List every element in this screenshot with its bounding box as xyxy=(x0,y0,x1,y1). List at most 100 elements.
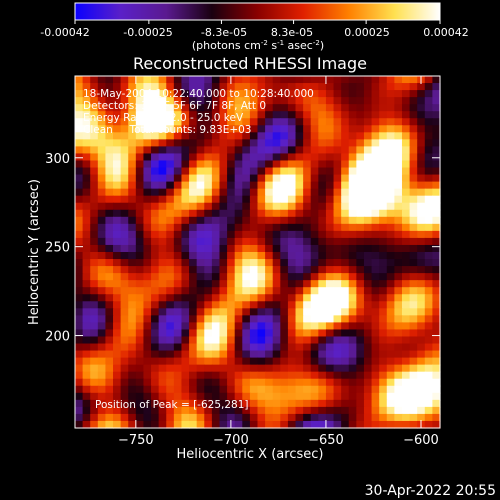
heatmap-cell xyxy=(409,118,418,126)
heatmap-cell xyxy=(219,287,228,295)
heatmap-cell xyxy=(242,90,251,98)
heatmap-cell xyxy=(227,139,236,147)
heatmap-cell xyxy=(173,392,183,401)
heatmap-cell xyxy=(113,132,122,140)
heatmap-cell xyxy=(401,132,411,140)
heatmap-cell xyxy=(417,329,426,338)
heatmap-cell xyxy=(386,280,395,288)
heatmap-cell xyxy=(189,76,198,84)
heatmap-cell xyxy=(257,111,266,119)
heatmap-cell xyxy=(348,202,357,211)
heatmap-cell xyxy=(265,83,274,91)
heatmap-cell xyxy=(318,399,327,408)
heatmap-cell xyxy=(82,308,91,316)
heatmap-cell xyxy=(401,202,411,211)
heatmap-cell xyxy=(143,413,152,422)
heatmap-cell xyxy=(318,308,327,316)
heatmap-cell xyxy=(189,392,198,401)
heatmap-cell xyxy=(97,104,107,112)
heatmap-cell xyxy=(325,350,335,359)
heatmap-cell xyxy=(158,315,167,323)
heatmap-cell xyxy=(151,195,160,204)
heatmap-cell xyxy=(82,399,91,408)
heatmap-cell xyxy=(394,230,403,239)
heatmap-cell xyxy=(242,364,251,373)
heatmap-cell xyxy=(97,385,107,394)
heatmap-cell xyxy=(295,90,304,98)
heatmap-cell xyxy=(341,76,350,84)
heatmap-cell xyxy=(265,118,274,126)
heatmap-cell xyxy=(257,336,266,345)
heatmap-cell xyxy=(173,420,183,429)
heatmap-cell xyxy=(128,237,137,246)
heatmap-cell xyxy=(211,230,221,239)
heatmap-cell xyxy=(318,280,327,288)
heatmap-cell xyxy=(386,343,395,352)
heatmap-cell xyxy=(234,90,243,98)
heatmap-cell xyxy=(386,160,395,169)
heatmap-cell xyxy=(272,90,281,98)
heatmap-cell xyxy=(227,413,236,422)
heatmap-cell xyxy=(356,308,365,316)
heatmap-cell xyxy=(386,90,395,98)
heatmap-cell xyxy=(189,181,198,190)
heatmap-cell xyxy=(287,111,297,119)
heatmap-cell xyxy=(219,294,228,302)
heatmap-cell xyxy=(128,181,137,190)
heatmap-cell xyxy=(105,364,114,373)
heatmap-cell xyxy=(432,413,441,422)
heatmap-cell xyxy=(242,420,251,429)
heatmap-cell xyxy=(143,153,152,162)
heatmap-cell xyxy=(204,174,213,183)
heatmap-cell xyxy=(227,308,236,316)
heatmap-cell xyxy=(409,174,418,183)
heatmap-cell xyxy=(158,104,167,112)
heatmap-cell xyxy=(105,223,114,232)
heatmap-cell xyxy=(417,357,426,366)
heatmap-cell xyxy=(265,322,274,331)
heatmap-cell xyxy=(272,209,281,218)
heatmap-cell xyxy=(356,301,365,309)
heatmap-cell xyxy=(211,392,221,401)
heatmap-cell xyxy=(143,322,152,331)
heatmap-cell xyxy=(386,118,395,126)
heatmap-cell xyxy=(128,153,137,162)
heatmap-cell xyxy=(417,413,426,422)
heatmap-cell xyxy=(196,413,205,422)
heatmap-cell xyxy=(379,132,388,140)
heatmap-cell xyxy=(143,188,152,197)
heatmap-cell xyxy=(356,111,365,119)
heatmap-cell xyxy=(82,259,91,267)
heatmap-cell xyxy=(287,230,297,239)
heatmap-cell xyxy=(272,111,281,119)
heatmap-cell xyxy=(409,371,418,380)
heatmap-cell xyxy=(371,385,380,394)
heatmap-cell xyxy=(432,209,441,218)
heatmap-cell xyxy=(128,97,137,105)
heatmap-cell xyxy=(181,237,190,246)
heatmap-cell xyxy=(287,209,297,218)
heatmap-cell xyxy=(211,237,221,246)
heatmap-cell xyxy=(113,97,122,105)
heatmap-cell xyxy=(166,209,175,218)
heatmap-cell xyxy=(135,209,145,218)
x-tick-label: −600 xyxy=(403,433,439,448)
heatmap-cell xyxy=(265,160,274,169)
heatmap-cell xyxy=(128,146,137,155)
heatmap-cell xyxy=(158,378,167,387)
heatmap-cell xyxy=(204,160,213,169)
heatmap-cell xyxy=(325,188,335,197)
heatmap-cell xyxy=(432,357,441,366)
heatmap-cell xyxy=(295,385,304,394)
heatmap-cell xyxy=(310,195,319,204)
heatmap-cell xyxy=(310,378,319,387)
heatmap-cell xyxy=(265,188,274,197)
heatmap-cell xyxy=(432,385,441,394)
heatmap-cell xyxy=(189,294,198,302)
heatmap-cell xyxy=(280,209,289,218)
heatmap-cell xyxy=(432,230,441,239)
heatmap-cell xyxy=(204,167,213,176)
heatmap-cell xyxy=(432,90,441,98)
heatmap-cell xyxy=(303,209,312,218)
heatmap-cell xyxy=(173,244,183,253)
